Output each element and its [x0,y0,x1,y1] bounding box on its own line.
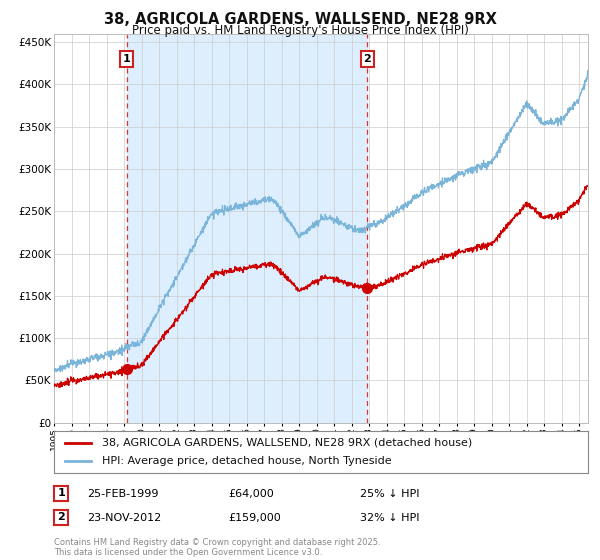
Text: Contains HM Land Registry data © Crown copyright and database right 2025.
This d: Contains HM Land Registry data © Crown c… [54,538,380,557]
Text: 32% ↓ HPI: 32% ↓ HPI [360,513,419,523]
Text: 25-FEB-1999: 25-FEB-1999 [87,489,158,499]
Text: Price paid vs. HM Land Registry's House Price Index (HPI): Price paid vs. HM Land Registry's House … [131,24,469,36]
Text: 1: 1 [123,54,131,64]
Text: £64,000: £64,000 [228,489,274,499]
Text: 38, AGRICOLA GARDENS, WALLSEND, NE28 9RX (detached house): 38, AGRICOLA GARDENS, WALLSEND, NE28 9RX… [102,438,472,448]
Text: 38, AGRICOLA GARDENS, WALLSEND, NE28 9RX: 38, AGRICOLA GARDENS, WALLSEND, NE28 9RX [104,12,496,27]
Text: 2: 2 [58,512,65,522]
Text: £159,000: £159,000 [228,513,281,523]
Bar [127,34,367,423]
Text: 2: 2 [364,54,371,64]
Text: HPI: Average price, detached house, North Tyneside: HPI: Average price, detached house, Nort… [102,456,392,466]
Text: 25% ↓ HPI: 25% ↓ HPI [360,489,419,499]
Text: 1: 1 [58,488,65,498]
Text: 23-NOV-2012: 23-NOV-2012 [87,513,161,523]
